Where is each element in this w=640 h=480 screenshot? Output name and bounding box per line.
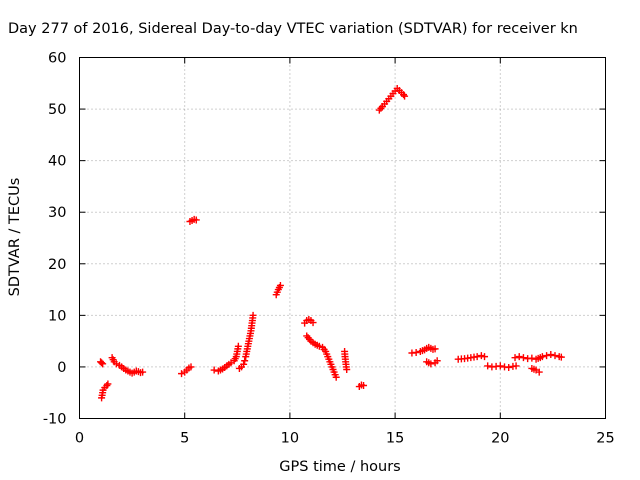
data-point (512, 362, 520, 370)
x-tick-label: 10 (281, 431, 299, 447)
data-point (343, 366, 351, 374)
data-point (315, 342, 323, 350)
data-point (240, 360, 248, 368)
y-tick-label: 30 (48, 205, 66, 221)
data-point (112, 360, 120, 368)
data-point (412, 348, 420, 356)
data-point (481, 353, 489, 361)
y-axis-label: SDTVAR / TECUs (7, 178, 23, 297)
data-point (192, 216, 200, 224)
data-point (99, 360, 107, 368)
data-point (511, 354, 519, 362)
data-point (139, 368, 147, 376)
data-point (484, 362, 492, 370)
y-tick-label: 10 (48, 308, 66, 324)
data-point (543, 352, 551, 360)
plot-frame (79, 57, 606, 419)
data-point (401, 92, 409, 100)
data-point (528, 354, 536, 362)
data-point (496, 362, 504, 370)
y-tick-label: 50 (48, 102, 66, 118)
data-point (210, 366, 218, 374)
y-tick-label: 40 (48, 154, 66, 170)
data-point (431, 345, 439, 353)
data-point (433, 357, 441, 365)
data-point (538, 353, 546, 361)
data-point (515, 353, 523, 361)
y-tick-label: 0 (57, 360, 66, 376)
data-point (557, 353, 565, 361)
x-axis-label: GPS time / hours (279, 459, 400, 475)
data-point (519, 354, 527, 362)
data-point (400, 91, 408, 99)
data-point (309, 319, 317, 327)
data-point (241, 357, 249, 365)
data-point (505, 363, 513, 371)
data-point (249, 311, 257, 319)
data-point (360, 381, 368, 389)
data-point (178, 370, 186, 378)
data-point (477, 352, 485, 360)
chart-title: Day 277 of 2016, Sidereal Day-to-day VTE… (8, 21, 578, 37)
data-point (187, 363, 195, 371)
y-tick-label: -10 (43, 412, 67, 428)
x-tick-label: 5 (180, 431, 189, 447)
x-tick-label: 25 (596, 431, 614, 447)
grid-lines (79, 57, 606, 419)
data-points (97, 84, 565, 402)
x-tick-label: 15 (386, 431, 404, 447)
data-point (473, 353, 481, 361)
y-tick-label: 20 (48, 257, 66, 273)
x-tick-label: 20 (491, 431, 509, 447)
axes: 0 5 10 15 20 25 -10 0 10 20 30 40 50 60 (43, 51, 615, 447)
data-point (332, 373, 340, 381)
data-point (551, 352, 559, 360)
data-point (234, 342, 242, 350)
data-point (103, 381, 111, 389)
data-point (98, 359, 106, 367)
y-tick-label: 60 (48, 51, 66, 67)
data-point (104, 380, 112, 388)
data-point (535, 368, 543, 376)
data-point (547, 351, 555, 359)
data-point (276, 281, 284, 289)
x-tick-label: 0 (75, 431, 84, 447)
data-point (427, 360, 435, 368)
